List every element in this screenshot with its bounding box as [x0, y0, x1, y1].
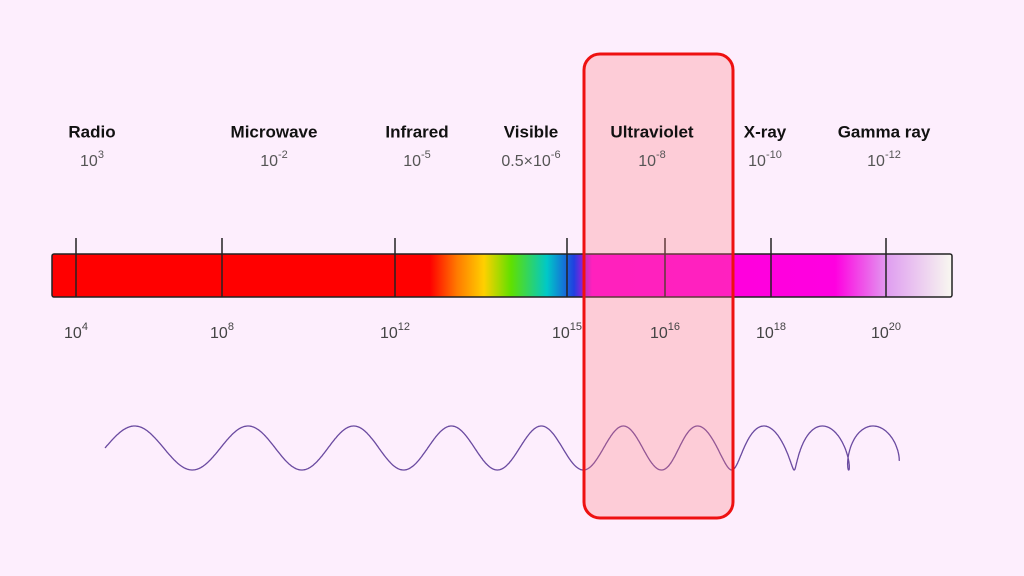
band-name: Gamma ray [838, 122, 931, 141]
base: 10 [552, 325, 570, 342]
exponent: -12 [885, 149, 901, 161]
base: 10 [80, 153, 98, 170]
base: 10 [260, 153, 278, 170]
band-name: Ultraviolet [610, 122, 693, 141]
band-name: X-ray [744, 122, 787, 141]
sci-label: 10-10 [748, 149, 782, 170]
exponent: 8 [228, 321, 234, 333]
exponent: -5 [421, 149, 431, 161]
exponent: 16 [668, 321, 680, 333]
band-name: Microwave [231, 122, 318, 141]
sci-label: 10-12 [867, 149, 901, 170]
base: 0.5×10 [501, 153, 550, 170]
exponent: -6 [551, 149, 561, 161]
band-name: Infrared [385, 122, 448, 141]
base: 10 [64, 325, 82, 342]
sci-label: 1016 [650, 321, 680, 342]
spectrum-bar [51, 253, 953, 298]
highlight-box [582, 52, 735, 520]
exponent: -8 [656, 149, 666, 161]
base: 10 [867, 153, 885, 170]
sci-label: 10-5 [403, 149, 431, 170]
sci-label: 10-8 [638, 149, 666, 170]
base: 10 [638, 153, 656, 170]
sci-label: 1012 [380, 321, 410, 342]
band-name: Visible [504, 122, 559, 141]
sci-label: 10-2 [260, 149, 288, 170]
exponent: 15 [570, 321, 582, 333]
base: 10 [748, 153, 766, 170]
base: 10 [871, 325, 889, 342]
exponent: 3 [98, 149, 104, 161]
base: 10 [403, 153, 421, 170]
sci-label: 1015 [552, 321, 582, 342]
exponent: -2 [278, 149, 288, 161]
base: 10 [756, 325, 774, 342]
exponent: 18 [774, 321, 786, 333]
wave [104, 425, 900, 471]
exponent: 12 [398, 321, 410, 333]
base: 10 [210, 325, 228, 342]
sci-label: 1020 [871, 321, 901, 342]
sci-label: 0.5×10-6 [501, 149, 560, 170]
base: 10 [650, 325, 668, 342]
sci-label: 1018 [756, 321, 786, 342]
band-name: Radio [68, 122, 115, 141]
exponent: -10 [766, 149, 782, 161]
sci-label: 104 [64, 321, 88, 342]
sci-label: 103 [80, 149, 104, 170]
exponent: 20 [889, 321, 901, 333]
exponent: 4 [82, 321, 88, 333]
base: 10 [380, 325, 398, 342]
sci-label: 108 [210, 321, 234, 342]
